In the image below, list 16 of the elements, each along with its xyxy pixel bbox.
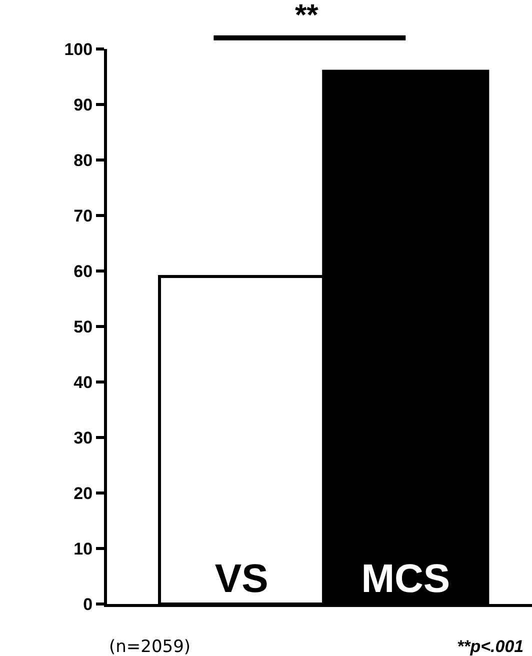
y-tick-label: 80 <box>74 150 93 170</box>
text: **p<.001 <box>457 637 524 656</box>
y-tick-label: 100 <box>64 40 93 59</box>
y-tick-label: 50 <box>74 317 93 336</box>
text: (n=2059) <box>109 637 191 656</box>
y-tick-label: 70 <box>74 206 93 226</box>
y-tick-label: 60 <box>74 262 93 281</box>
text: ** <box>295 0 319 32</box>
y-tick-label: 30 <box>74 428 93 448</box>
y-tick-label: 0 <box>83 594 93 614</box>
x-tick-label: VS <box>214 557 268 601</box>
x-tick-label: MCS <box>361 557 450 601</box>
y-tick-label: 20 <box>74 484 93 503</box>
y-tick-label: 10 <box>74 539 93 558</box>
y-tick-label: 40 <box>74 372 93 392</box>
y-tick-label: 90 <box>74 95 93 114</box>
